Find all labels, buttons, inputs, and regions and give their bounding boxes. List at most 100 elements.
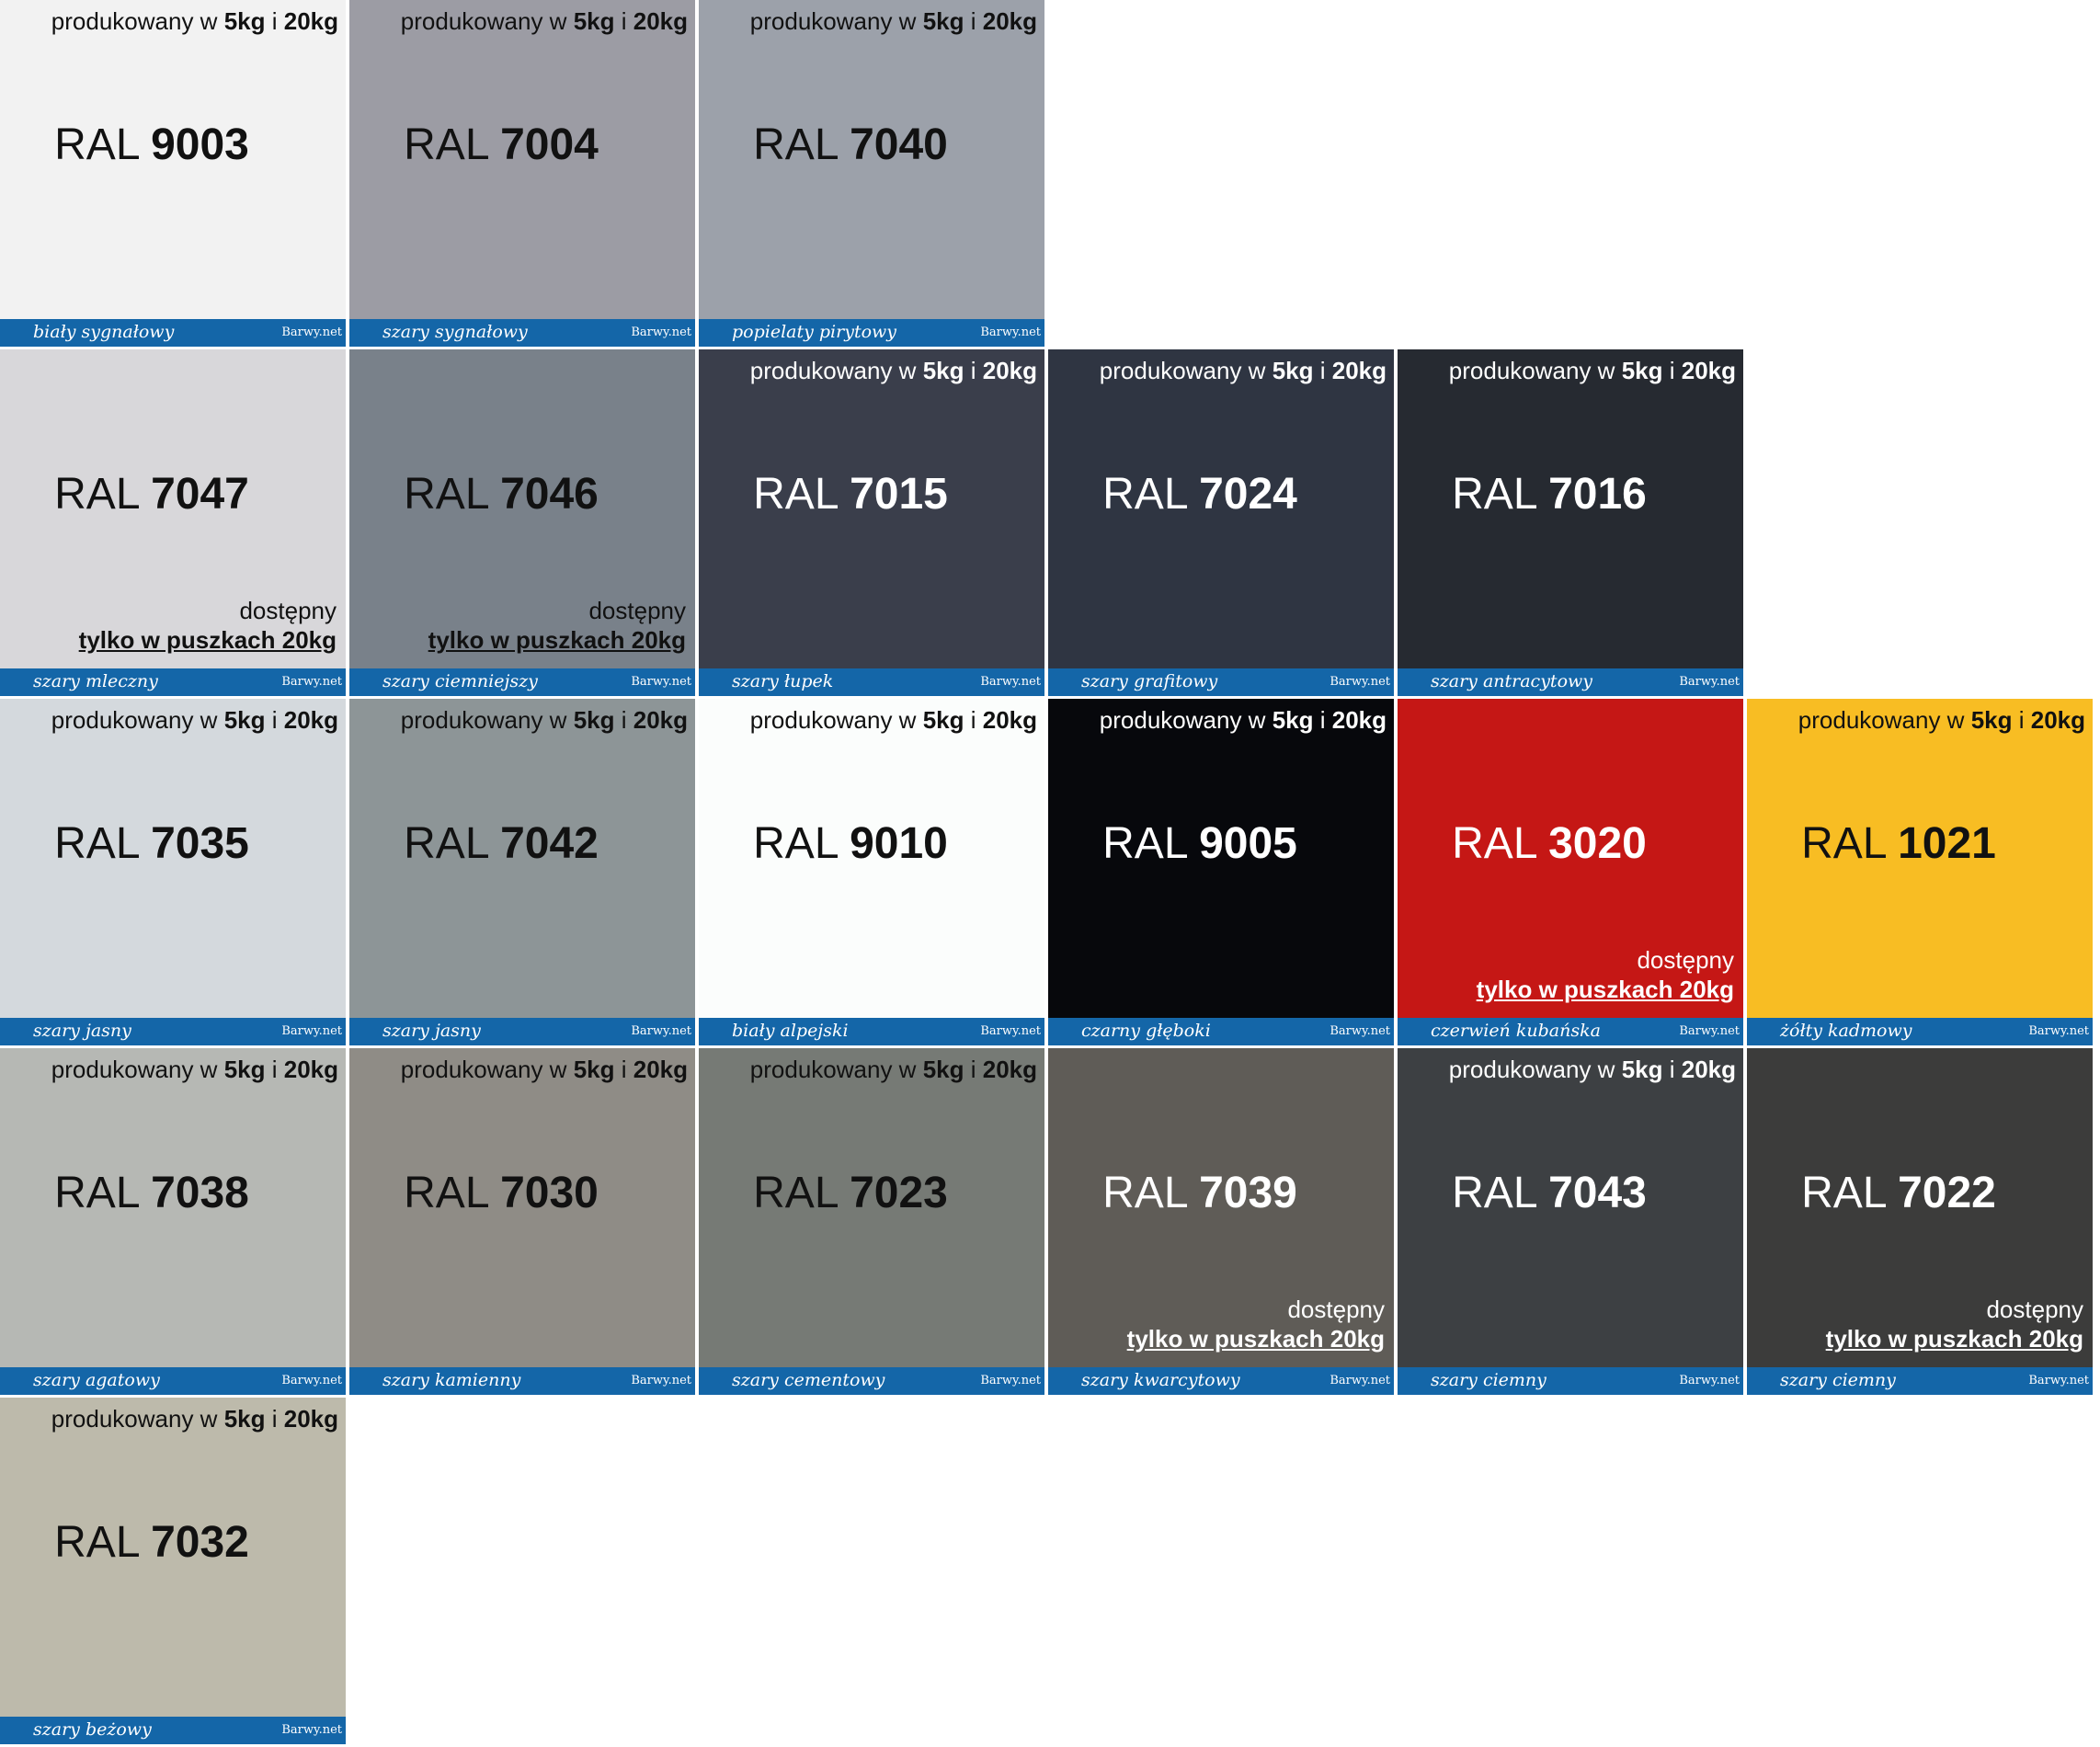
ral-prefix: RAL (1102, 819, 1200, 868)
color-swatch-ral-7024: produkowany w 5kg i 20kg RAL 7024 szary gr… (1048, 349, 1394, 696)
produced-20kg: 20kg (982, 357, 1037, 384)
produced-prefix: produkowany w (400, 706, 574, 734)
produced-note: produkowany w 5kg i 20kg (1798, 706, 2085, 735)
ral-prefix: RAL (54, 819, 152, 868)
color-name-bar: szary ciemny Barwy.net (1747, 1367, 2093, 1395)
ral-prefix: RAL (753, 470, 850, 519)
brand-label: Barwy.net (631, 675, 691, 689)
ral-prefix: RAL (404, 819, 501, 868)
produced-5kg: 5kg (922, 7, 964, 35)
ral-number: 3020 (1548, 819, 1647, 868)
produced-prefix: produkowany w (400, 1056, 574, 1083)
ral-prefix: RAL (54, 1169, 152, 1217)
produced-note: produkowany w 5kg i 20kg (51, 7, 338, 36)
ral-code-label: RAL 7024 (1048, 469, 1352, 520)
ral-code-label: RAL 9005 (1048, 818, 1352, 869)
produced-note: produkowany w 5kg i 20kg (401, 7, 688, 36)
color-name: szary jasny (33, 1021, 131, 1041)
ral-code-label: RAL 7047 (0, 469, 303, 520)
color-name-bar: szary ciemniejszy Barwy.net (349, 668, 695, 696)
produced-20kg: 20kg (633, 7, 688, 35)
ral-code-label: RAL 7042 (349, 818, 653, 869)
ral-number: 7004 (500, 120, 599, 169)
brand-label: Barwy.net (631, 1374, 691, 1387)
produced-prefix: produkowany w (1448, 1056, 1622, 1083)
availability-note: dostępny tylko w puszkach 20kg (428, 596, 686, 655)
brand-label: Barwy.net (1679, 675, 1740, 689)
produced-5kg: 5kg (922, 706, 964, 734)
ral-prefix: RAL (1452, 1169, 1549, 1217)
color-swatch-ral-7042: produkowany w 5kg i 20kg RAL 7042 szary ja… (349, 699, 695, 1045)
produced-note: produkowany w 5kg i 20kg (1449, 357, 1736, 385)
produced-mid: i (964, 1056, 983, 1083)
color-swatch-ral-7032: produkowany w 5kg i 20kg RAL 7032 szary be… (0, 1398, 346, 1744)
produced-5kg: 5kg (922, 1056, 964, 1083)
ral-number: 7032 (151, 1518, 249, 1567)
color-name-bar: szary jasny Barwy.net (349, 1018, 695, 1045)
produced-5kg: 5kg (223, 1405, 266, 1433)
color-swatch-ral-7016: produkowany w 5kg i 20kg RAL 7016 szary an… (1398, 349, 1743, 696)
ral-number: 7039 (1199, 1169, 1297, 1217)
color-swatch-ral-7043: produkowany w 5kg i 20kg RAL 7043 szary ci… (1398, 1048, 1743, 1395)
ral-code-label: RAL 7040 (699, 120, 1002, 170)
produced-note: produkowany w 5kg i 20kg (401, 1056, 688, 1084)
produced-20kg: 20kg (633, 1056, 688, 1083)
produced-20kg: 20kg (283, 1056, 338, 1083)
availability-line1: dostępny (1287, 1296, 1385, 1323)
produced-note: produkowany w 5kg i 20kg (401, 706, 688, 735)
produced-note: produkowany w 5kg i 20kg (51, 1405, 338, 1433)
produced-mid: i (1313, 357, 1332, 384)
produced-mid: i (964, 706, 983, 734)
ral-number: 7047 (151, 470, 249, 519)
produced-prefix: produkowany w (1099, 706, 1273, 734)
ral-number: 9010 (850, 819, 948, 868)
brand-label: Barwy.net (1330, 675, 1390, 689)
color-name: szary ciemny (1431, 1370, 1546, 1390)
produced-5kg: 5kg (1621, 1056, 1663, 1083)
availability-line2: tylko w puszkach 20kg (1126, 1325, 1385, 1353)
produced-mid: i (614, 1056, 633, 1083)
produced-20kg: 20kg (283, 1405, 338, 1433)
availability-line1: dostępny (239, 597, 337, 624)
brand-label: Barwy.net (1679, 1374, 1740, 1387)
color-name: szary agatowy (33, 1370, 160, 1390)
color-swatch-ral-7004: produkowany w 5kg i 20kg RAL 7004 szary sy… (349, 0, 695, 347)
brand-label: Barwy.net (281, 675, 342, 689)
produced-5kg: 5kg (922, 357, 964, 384)
produced-prefix: produkowany w (400, 7, 574, 35)
ral-code-label: RAL 7043 (1398, 1168, 1701, 1218)
ral-prefix: RAL (1801, 1169, 1899, 1217)
brand-label: Barwy.net (980, 1024, 1041, 1038)
produced-prefix: produkowany w (1798, 706, 1971, 734)
produced-prefix: produkowany w (1099, 357, 1273, 384)
color-swatch-ral-7046: RAL 7046 dostępny tylko w puszkach 20kg sza… (349, 349, 695, 696)
ral-number: 9003 (151, 120, 249, 169)
produced-5kg: 5kg (223, 1056, 266, 1083)
produced-5kg: 5kg (1272, 357, 1314, 384)
ral-code-label: RAL 9010 (699, 818, 1002, 869)
ral-number: 7022 (1898, 1169, 1996, 1217)
color-name: szary ciemny (1780, 1370, 1896, 1390)
produced-prefix: produkowany w (51, 1056, 224, 1083)
color-name-bar: szary kwarcytowy Barwy.net (1048, 1367, 1394, 1395)
color-name-bar: szary ciemny Barwy.net (1398, 1367, 1743, 1395)
color-name: popielaty pirytowy (732, 322, 897, 342)
ral-number: 9005 (1199, 819, 1297, 868)
ral-code-label: RAL 7030 (349, 1168, 653, 1218)
produced-5kg: 5kg (223, 706, 266, 734)
ral-prefix: RAL (1452, 470, 1549, 519)
produced-mid: i (265, 706, 284, 734)
color-swatch-ral-7015: produkowany w 5kg i 20kg RAL 7015 szary łu… (699, 349, 1044, 696)
ral-prefix: RAL (753, 120, 850, 169)
availability-line2: tylko w puszkach 20kg (428, 626, 686, 654)
ral-prefix: RAL (54, 470, 152, 519)
produced-5kg: 5kg (573, 706, 615, 734)
brand-label: Barwy.net (1679, 1024, 1740, 1038)
availability-note: dostępny tylko w puszkach 20kg (1477, 945, 1734, 1004)
color-name: czarny głęboki (1081, 1021, 1211, 1041)
produced-20kg: 20kg (283, 706, 338, 734)
ral-code-label: RAL 7032 (0, 1517, 303, 1568)
ral-number: 7046 (500, 470, 599, 519)
color-name: szary kamienny (382, 1370, 521, 1390)
color-name-bar: szary mleczny Barwy.net (0, 668, 346, 696)
